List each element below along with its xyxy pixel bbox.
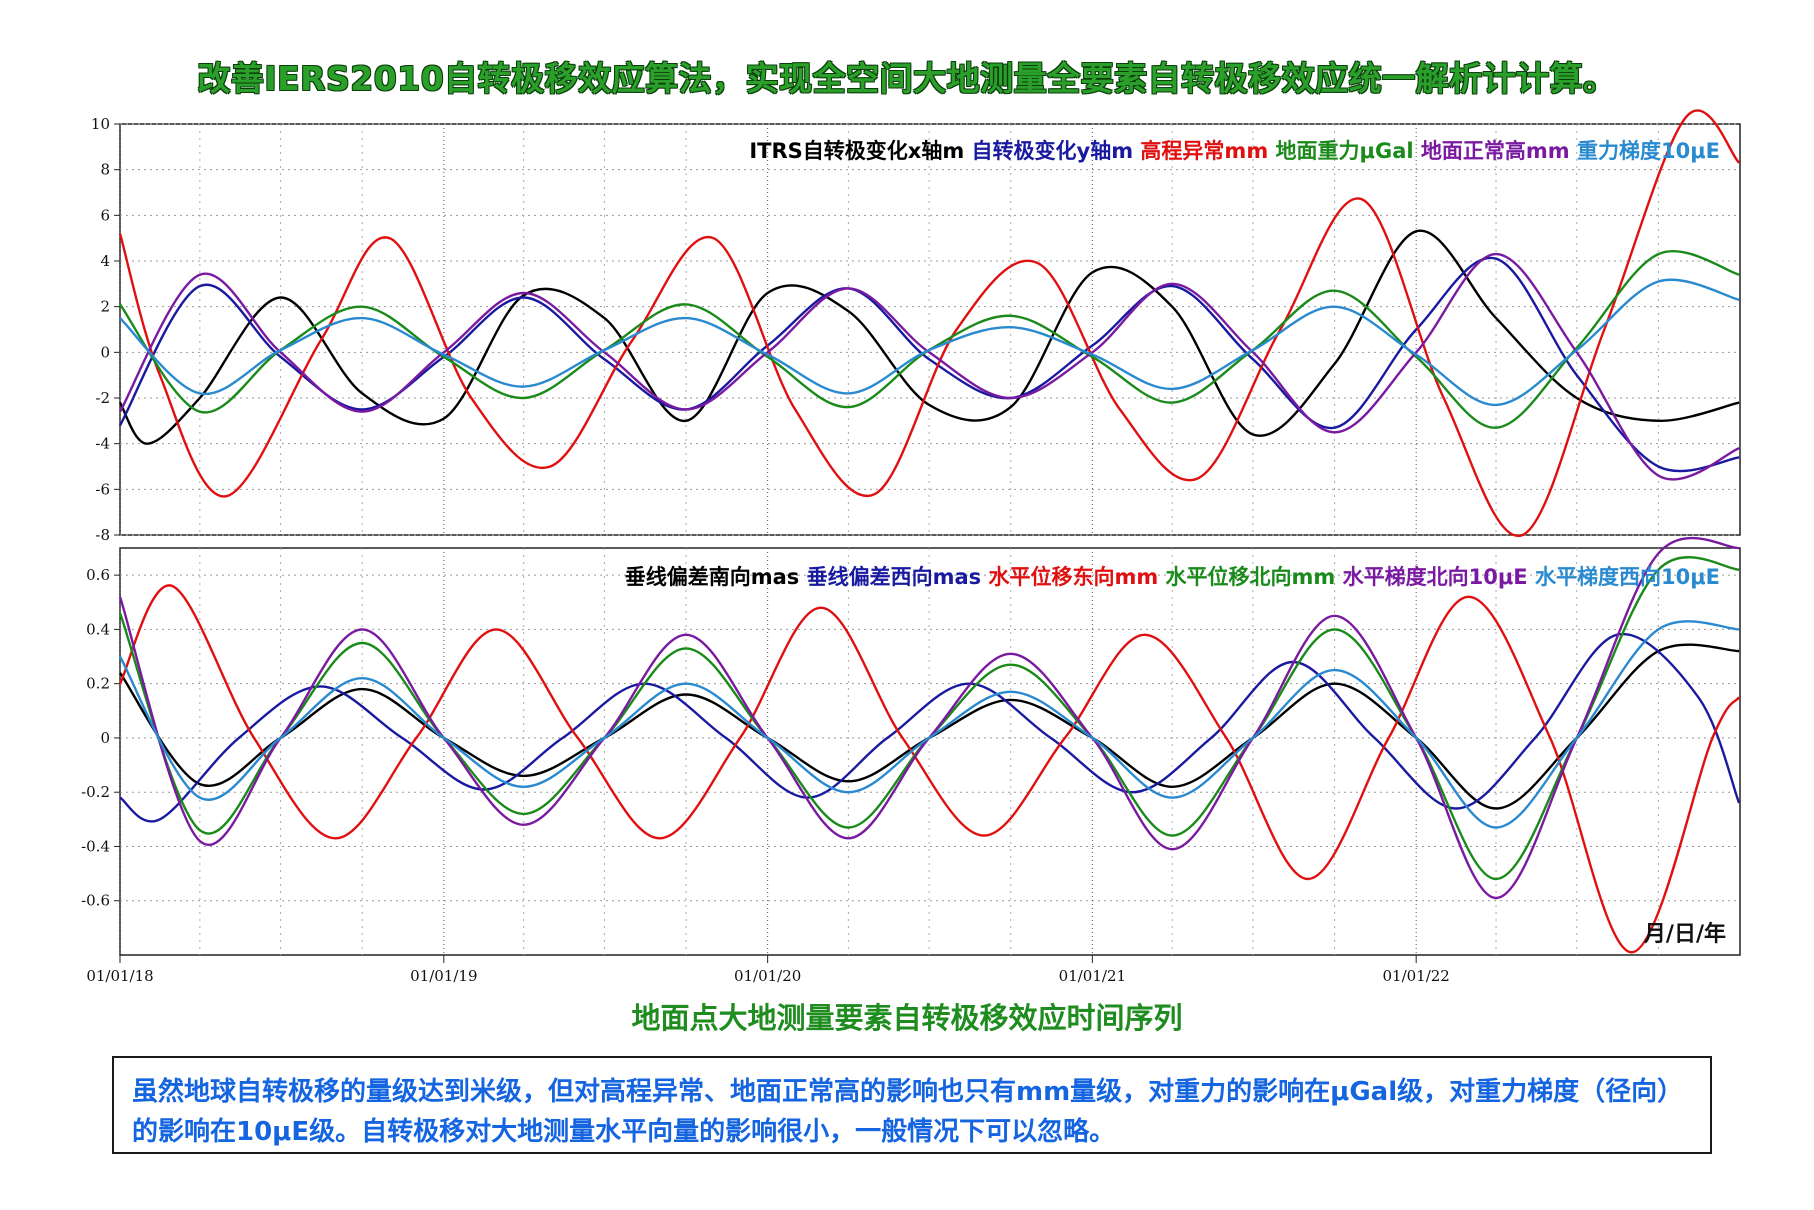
legend-1: ITRS自转极变化x轴m 自转极变化y轴m 高程异常mm 地面重力μGal 地面… xyxy=(749,139,1720,163)
y-tick-label: -4 xyxy=(95,435,110,453)
legend-entry: 水平位移北向mm xyxy=(1158,565,1335,589)
x-tick-label: 01/01/18 xyxy=(86,967,153,985)
y-tick-label: 8 xyxy=(100,161,110,179)
chart-panel-1: -8 -6 -4 -2 0 2 4 6 8 10 ITRS自转极变化x轴m 自转极变化y轴m 高程异… xyxy=(91,109,1741,544)
y-tick-label: -0.4 xyxy=(81,837,110,855)
series-line-2-3 xyxy=(118,584,1741,954)
plot-frame xyxy=(119,547,1741,956)
series-line-2-6 xyxy=(118,620,1740,829)
series-line-1-3 xyxy=(118,109,1741,538)
page-headline: 改善IERS2010自转极移效应算法，实现全空间大地测量全要素自转极移效应统一解… xyxy=(197,59,1617,98)
x-tick-label: 01/01/19 xyxy=(410,967,477,985)
explanatory-note-text: 虽然地球自转极移的量级达到米级，但对高程异常、地面正常高的影响也只有mm量级，对… xyxy=(132,1077,1684,1147)
legend-entry: ITRS自转极变化x轴m xyxy=(749,139,964,163)
y-tick-label: 6 xyxy=(100,206,110,224)
legend-entry: 重力梯度10μE xyxy=(1570,139,1720,163)
legend-entry: 地面正常高mm xyxy=(1414,139,1570,163)
y-tick-label: 0 xyxy=(100,343,110,361)
series-line-1-4 xyxy=(119,250,1740,429)
chart-canvas: -8 -6 -4 -2 0 2 4 6 8 10 ITRS自转极变化x轴m 自转极变化y轴m 高程异… xyxy=(81,109,1741,985)
y-tick-label: -2 xyxy=(95,389,110,407)
y-tick-label: 0 xyxy=(100,729,110,747)
legend-entry: 地面重力μGal xyxy=(1268,139,1413,163)
x-axis-unit-label: 月/日/年 xyxy=(1643,921,1726,947)
legend-entry: 垂线偏差西向mas xyxy=(799,565,981,589)
x-tick-label: 01/01/20 xyxy=(734,967,801,985)
legend-entry: 高程异常mm xyxy=(1133,139,1268,163)
chart-panel-2: -0.6 -0.4 -0.2 0 0.2 0.4 0.6 垂线偏差南向mas 垂线偏差西向ma… xyxy=(81,536,1741,956)
y-tick-label: 0.4 xyxy=(86,620,110,638)
y-tick-label: 0.6 xyxy=(86,566,110,584)
y-tick-label: 4 xyxy=(100,252,110,270)
legend-entry: 水平位移东向mm xyxy=(981,565,1158,589)
legend-entry: 自转极变化y轴m xyxy=(964,139,1133,163)
y-tick-label: 0.2 xyxy=(86,675,110,693)
x-tick-label: 01/01/22 xyxy=(1382,967,1449,985)
series-line-1-1 xyxy=(118,229,1740,445)
y-tick-label: -0.6 xyxy=(81,892,110,910)
legend-2: 垂线偏差南向mas 垂线偏差西向mas 水平位移东向mm 水平位移北向mm 水平… xyxy=(625,565,1720,589)
series-line-1-6 xyxy=(119,278,1740,407)
y-tick-label: -8 xyxy=(95,526,110,544)
y-tick-label: 2 xyxy=(100,298,110,316)
series-line-2-5 xyxy=(118,536,1740,900)
series-line-1-5 xyxy=(118,252,1740,481)
x-tick-label: 01/01/21 xyxy=(1059,967,1126,985)
y-tick-label: 10 xyxy=(91,115,110,133)
legend-entry: 水平梯度西向10μE xyxy=(1528,565,1720,589)
y-tick-label: -6 xyxy=(95,480,110,498)
legend-entry: 垂线偏差南向mas xyxy=(625,565,800,589)
series-line-2-2 xyxy=(119,632,1741,823)
legend-entry: 水平梯度北向10μE xyxy=(1335,565,1527,589)
figure-caption: 地面点大地测量要素自转极移效应时间序列 xyxy=(631,1001,1183,1035)
plot-frame xyxy=(119,123,1741,536)
explanatory-note-box: 虽然地球自转极移的量级达到米级，但对高程异常、地面正常高的影响也只有mm量级，对… xyxy=(112,1056,1712,1154)
y-tick-label: -0.2 xyxy=(81,783,110,801)
